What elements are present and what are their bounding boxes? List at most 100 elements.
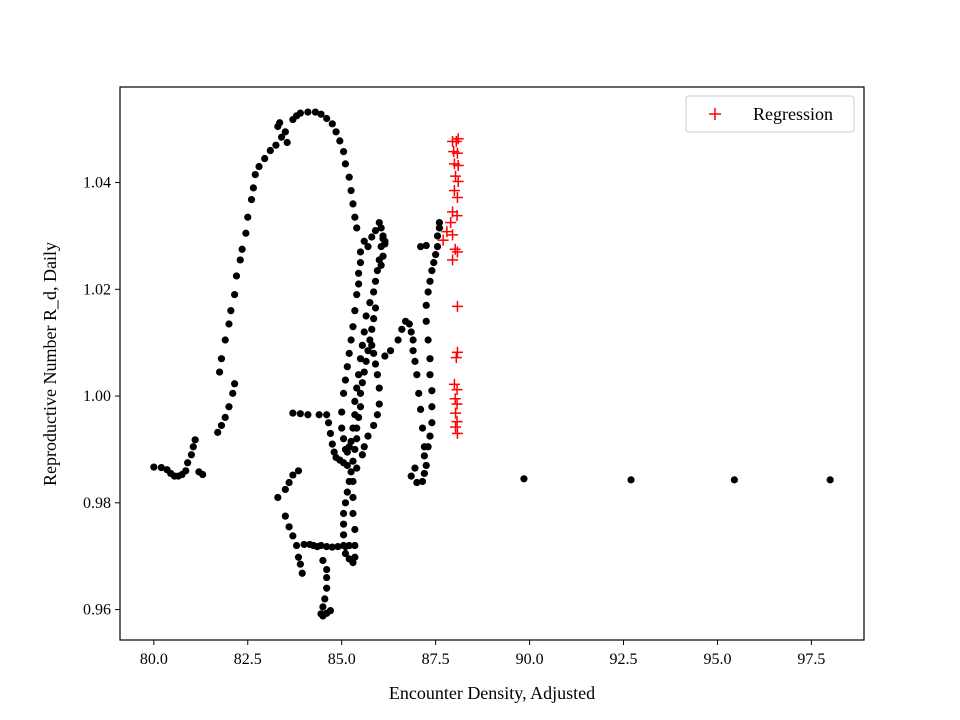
data-point (411, 357, 419, 365)
data-point (343, 363, 351, 371)
data-point (394, 336, 402, 344)
data-point (221, 336, 229, 344)
data-point (217, 421, 226, 430)
plot-frame (119, 86, 865, 641)
data-point (371, 226, 380, 235)
data-point (339, 509, 348, 518)
x-tick-label: 87.5 (422, 651, 450, 668)
data-point (289, 532, 297, 540)
regression-point (451, 147, 463, 159)
data-point (362, 357, 370, 365)
data-point (304, 108, 312, 116)
data-point (244, 213, 252, 221)
data-point (381, 352, 389, 360)
data-point (321, 595, 329, 603)
data-point (182, 467, 190, 475)
data-point (373, 371, 381, 379)
data-point (328, 120, 336, 128)
data-point (368, 341, 376, 349)
data-point (341, 376, 350, 384)
data-point (347, 336, 355, 344)
data-point (355, 371, 363, 379)
data-point (341, 499, 350, 507)
data-point (345, 173, 353, 181)
regression-point (451, 416, 463, 428)
data-point (293, 541, 301, 550)
data-point (311, 108, 319, 116)
data-point (373, 411, 381, 419)
data-point (349, 477, 357, 486)
data-point (413, 371, 421, 379)
regression-point (450, 135, 462, 147)
y-tick-label: 1.04 (83, 175, 111, 192)
y-axis-ticks: 0.96 0.98 1.00 1.02 1.04 (83, 175, 120, 619)
data-point (225, 320, 233, 328)
data-point (343, 461, 351, 470)
data-point (249, 184, 257, 192)
data-series (150, 108, 443, 620)
data-point (371, 360, 380, 368)
data-point (324, 419, 333, 427)
data-point (360, 237, 368, 245)
x-axis-label: Encounter Density, Adjusted (389, 683, 595, 703)
x-tick-label: 97.5 (797, 651, 825, 668)
data-point (251, 170, 259, 179)
data-point (272, 141, 280, 149)
data-point (355, 280, 363, 288)
x-tick-label: 90.0 (516, 651, 544, 668)
legend-box (685, 95, 855, 133)
data-point (199, 470, 207, 479)
data-point (227, 307, 235, 315)
data-point (317, 110, 325, 118)
data-point (398, 325, 406, 333)
data-point (345, 541, 353, 550)
data-point (428, 403, 436, 411)
data-point (428, 267, 436, 275)
data-point (266, 146, 274, 155)
data-point (345, 349, 353, 357)
data-point (370, 349, 378, 357)
data-point (520, 475, 528, 483)
data-point (433, 243, 442, 251)
data-point (364, 432, 372, 440)
series-layer (150, 108, 834, 620)
regression-series (437, 133, 464, 439)
data-point (296, 560, 304, 568)
data-point (242, 229, 250, 237)
y-tick-label: 1.02 (83, 281, 111, 298)
data-point (285, 523, 293, 531)
data-point (328, 440, 336, 448)
data-point (353, 224, 361, 232)
data-point (274, 493, 282, 502)
data-point (339, 435, 348, 443)
data-point (353, 435, 361, 443)
data-point (368, 233, 376, 241)
data-point (370, 315, 378, 323)
regression-point (450, 352, 462, 364)
data-point (422, 301, 430, 309)
data-point (424, 288, 432, 296)
data-point (150, 463, 158, 471)
data-point (362, 312, 370, 320)
data-point (319, 556, 327, 565)
data-point (289, 471, 297, 479)
data-point (426, 371, 434, 379)
data-point (323, 573, 331, 582)
data-point (215, 368, 224, 376)
data-point (214, 428, 222, 436)
data-point (341, 160, 350, 168)
data-point (349, 509, 357, 518)
data-point (157, 463, 165, 472)
regression-point (451, 300, 463, 312)
data-point (373, 267, 381, 275)
data-point (189, 443, 197, 451)
data-point (420, 469, 428, 478)
y-axis-label: Reproductive Number R_d, Daily (40, 242, 60, 486)
data-point (296, 109, 304, 117)
data-point (221, 413, 229, 422)
data-point (187, 451, 195, 459)
data-point (332, 128, 340, 136)
data-point (356, 259, 365, 267)
data-point (435, 224, 443, 232)
legend: Regression (685, 95, 855, 133)
